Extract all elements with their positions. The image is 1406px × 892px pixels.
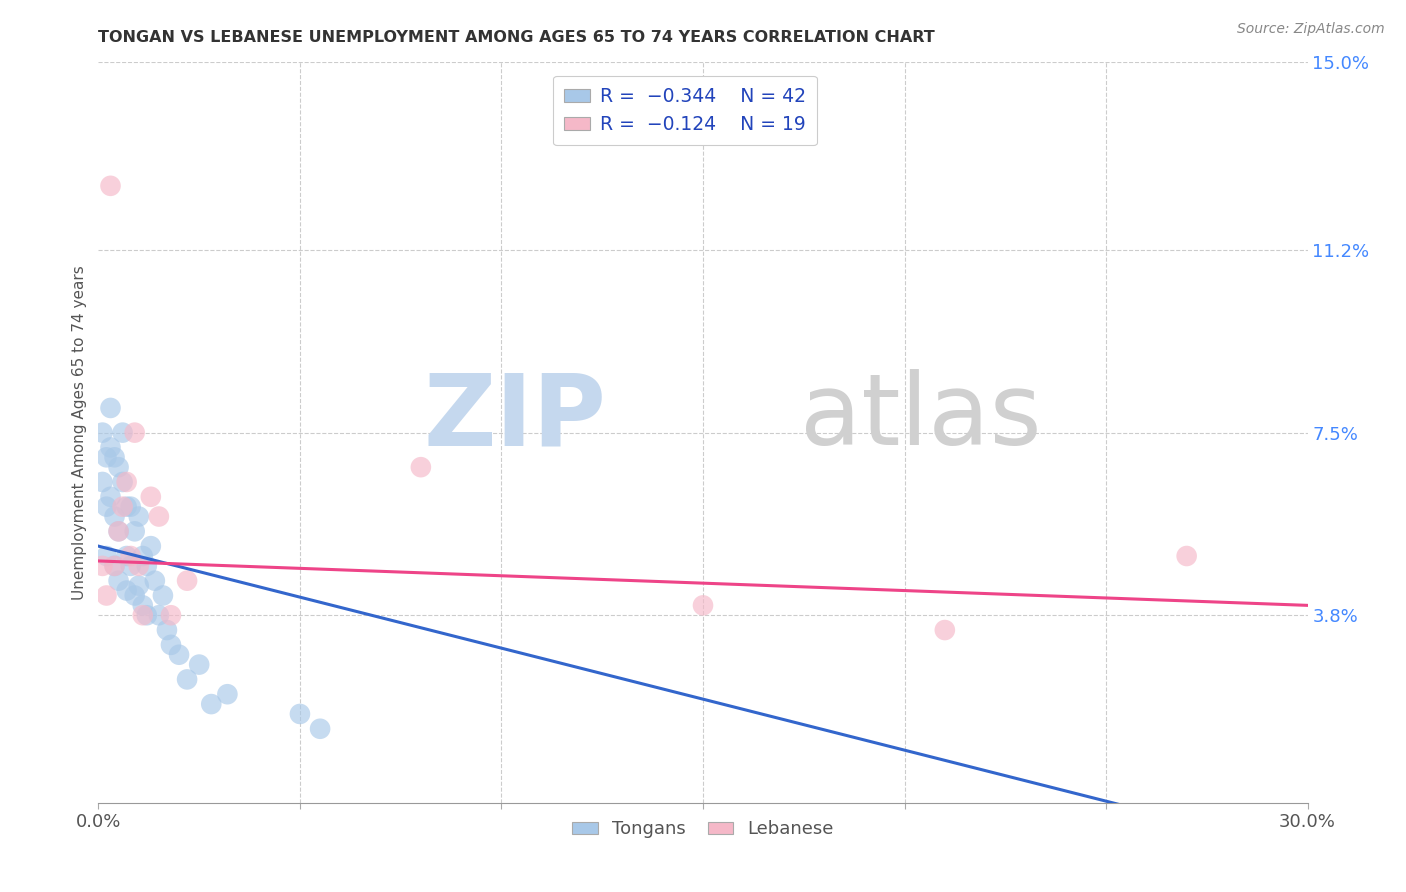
Point — [309, 722, 332, 736]
Point — [103, 558, 125, 573]
Point — [152, 589, 174, 603]
Point — [120, 558, 142, 573]
Point — [124, 589, 146, 603]
Point — [217, 687, 239, 701]
Point — [100, 401, 122, 415]
Point — [100, 178, 122, 193]
Point — [128, 509, 150, 524]
Legend: Tongans, Lebanese: Tongans, Lebanese — [565, 814, 841, 846]
Point — [124, 425, 146, 440]
Point — [139, 490, 162, 504]
Point — [188, 657, 211, 672]
Point — [91, 425, 114, 440]
Point — [143, 574, 166, 588]
Point — [103, 509, 125, 524]
Point — [148, 509, 170, 524]
Point — [111, 475, 134, 489]
Point — [115, 500, 138, 514]
Point — [132, 549, 155, 563]
Point — [115, 583, 138, 598]
Point — [200, 697, 222, 711]
Point — [156, 623, 179, 637]
Point — [96, 500, 118, 514]
Point — [91, 475, 114, 489]
Point — [100, 490, 122, 504]
Point — [148, 608, 170, 623]
Point — [128, 579, 150, 593]
Point — [107, 524, 129, 539]
Point — [132, 608, 155, 623]
Point — [124, 524, 146, 539]
Point — [132, 599, 155, 613]
Point — [176, 673, 198, 687]
Y-axis label: Unemployment Among Ages 65 to 74 years: Unemployment Among Ages 65 to 74 years — [72, 265, 87, 600]
Point — [409, 460, 432, 475]
Point — [107, 460, 129, 475]
Point — [115, 549, 138, 563]
Point — [103, 450, 125, 465]
Point — [107, 524, 129, 539]
Point — [111, 500, 134, 514]
Point — [91, 558, 114, 573]
Point — [135, 608, 157, 623]
Point — [160, 608, 183, 623]
Point — [100, 441, 122, 455]
Point — [96, 549, 118, 563]
Point — [120, 500, 142, 514]
Point — [160, 638, 183, 652]
Text: atlas: atlas — [800, 369, 1042, 467]
Point — [96, 589, 118, 603]
Point — [115, 475, 138, 489]
Point — [692, 599, 714, 613]
Point — [139, 539, 162, 553]
Point — [934, 623, 956, 637]
Point — [288, 706, 311, 721]
Point — [120, 549, 142, 563]
Point — [1175, 549, 1198, 563]
Point — [111, 425, 134, 440]
Text: ZIP: ZIP — [423, 369, 606, 467]
Point — [128, 558, 150, 573]
Point — [96, 450, 118, 465]
Text: Source: ZipAtlas.com: Source: ZipAtlas.com — [1237, 22, 1385, 37]
Point — [103, 558, 125, 573]
Point — [167, 648, 190, 662]
Point — [107, 574, 129, 588]
Text: TONGAN VS LEBANESE UNEMPLOYMENT AMONG AGES 65 TO 74 YEARS CORRELATION CHART: TONGAN VS LEBANESE UNEMPLOYMENT AMONG AG… — [98, 29, 935, 45]
Point — [176, 574, 198, 588]
Point — [135, 558, 157, 573]
